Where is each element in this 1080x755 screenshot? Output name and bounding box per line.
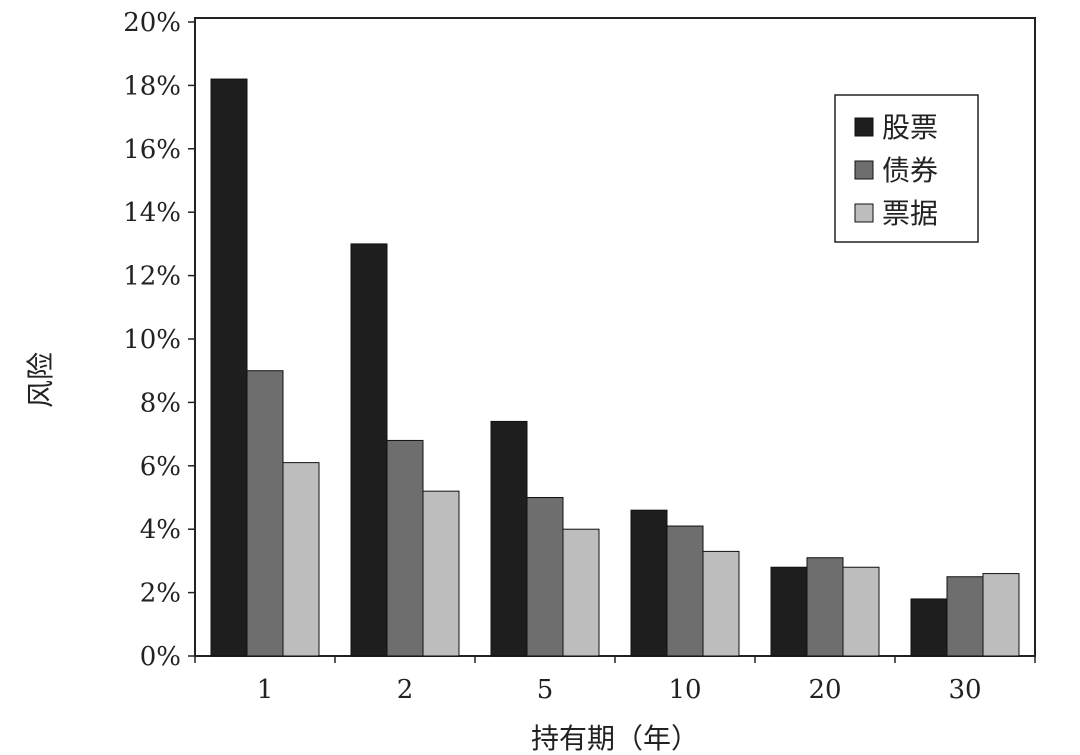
legend-label: 票据	[882, 197, 938, 230]
y-tick-label: 4%	[140, 515, 181, 545]
bar-5-债券	[526, 497, 564, 657]
bar-1-票据	[282, 462, 320, 657]
x-tick-label: 1	[257, 675, 274, 705]
y-tick-label: 14%	[123, 198, 181, 228]
x-tick-label: 30	[948, 675, 981, 705]
bar-2-股票	[350, 243, 388, 657]
bar-30-票据	[982, 573, 1020, 657]
x-tick-label: 5	[537, 675, 554, 705]
y-tick-label: 18%	[123, 71, 181, 101]
bar-30-股票	[910, 598, 948, 657]
bar-10-股票	[630, 509, 668, 657]
y-tick-label: 2%	[140, 579, 181, 609]
bar-30-债券	[946, 576, 984, 657]
bar-1-股票	[210, 78, 248, 657]
y-tick-label: 16%	[123, 135, 181, 165]
legend-swatch-股票	[854, 117, 874, 137]
y-tick-label: 10%	[123, 325, 181, 355]
x-tick-label: 10	[668, 675, 701, 705]
legend-label: 债券	[882, 154, 938, 187]
x-tick-label: 20	[808, 675, 841, 705]
legend-swatch-债券	[854, 160, 874, 180]
bar-20-票据	[842, 566, 880, 657]
y-tick-label: 20%	[123, 8, 181, 38]
bar-10-票据	[702, 550, 740, 657]
bar-2-票据	[422, 490, 460, 657]
y-tick-label: 6%	[140, 452, 181, 482]
legend-label: 股票	[882, 111, 938, 144]
x-tick-label: 2	[397, 675, 414, 705]
y-tick-label: 0%	[140, 642, 181, 672]
bar-5-票据	[562, 528, 600, 657]
bar-20-股票	[770, 566, 808, 657]
legend-swatch-票据	[854, 203, 874, 223]
x-axis-label: 持有期（年）	[531, 722, 699, 755]
bar-5-股票	[490, 420, 528, 657]
bar-10-债券	[666, 525, 704, 657]
bar-1-债券	[246, 370, 284, 657]
y-tick-label: 12%	[123, 262, 181, 292]
bar-20-债券	[806, 557, 844, 657]
y-axis-label: 风险	[24, 352, 57, 408]
y-tick-label: 8%	[140, 388, 181, 418]
bar-2-债券	[386, 439, 424, 657]
